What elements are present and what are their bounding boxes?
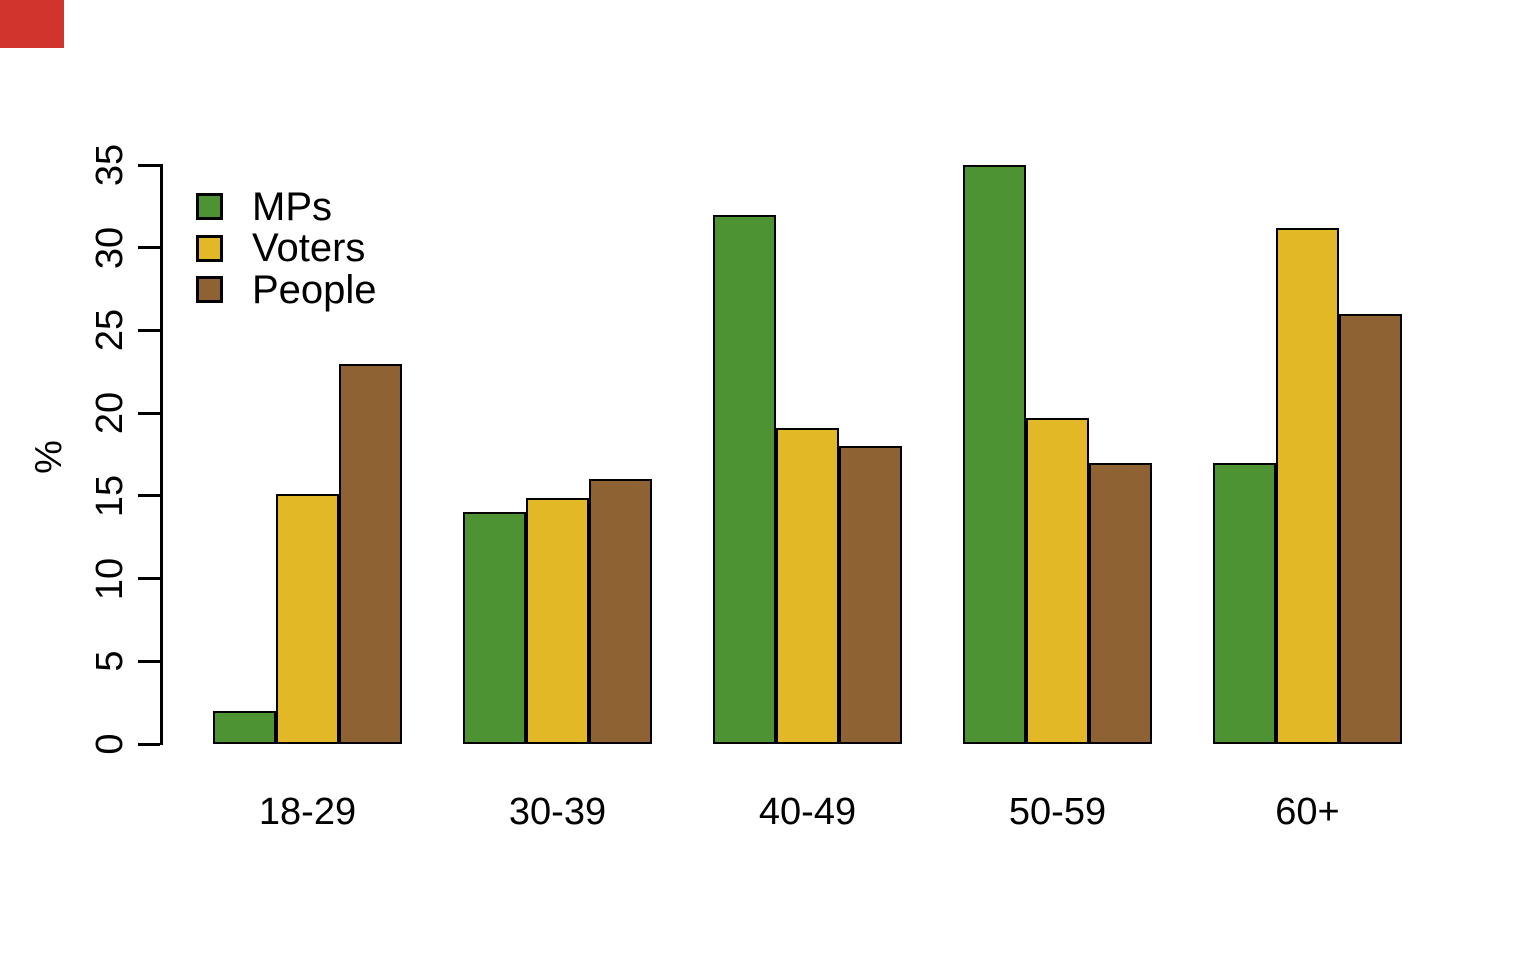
x-tick-label: 40-49 [758, 791, 857, 833]
bar-mps-50-59 [963, 165, 1026, 744]
legend-item-mps: MPs [196, 187, 332, 227]
legend-label-voters: Voters [252, 226, 366, 270]
y-tick-label: 25 [89, 309, 131, 352]
legend-label-mps: MPs [252, 184, 332, 229]
legend-swatch-voters [196, 234, 223, 262]
bar-people-30-39 [589, 479, 652, 744]
bar-voters-30-39 [526, 497, 589, 744]
bar-people-60+ [1339, 313, 1402, 744]
y-axis-tick [138, 163, 160, 167]
legend-swatch-people [196, 276, 223, 303]
y-tick-label: 30 [89, 226, 131, 269]
legend-label-people: People [252, 267, 377, 312]
bar-voters-18-29 [276, 494, 339, 744]
legend-item-voters: Voters [196, 228, 365, 268]
y-tick-label: 35 [89, 143, 131, 187]
y-tick-label: 10 [89, 557, 131, 600]
legend-item-people: People [196, 270, 377, 310]
y-tick-label: 15 [89, 474, 131, 517]
bar-people-50-59 [1089, 462, 1152, 744]
y-tick-label: 5 [89, 650, 131, 672]
bar-voters-40-49 [776, 428, 839, 744]
bar-mps-18-29 [213, 710, 276, 744]
bar-mps-60+ [1213, 462, 1276, 744]
y-axis-tick [138, 246, 160, 250]
y-axis-line [160, 164, 163, 745]
bar-voters-60+ [1276, 227, 1339, 744]
legend-swatch-mps [196, 193, 223, 220]
bar-people-40-49 [839, 446, 902, 744]
y-axis-label: % [28, 440, 70, 474]
y-axis-tick [138, 328, 160, 332]
y-tick-label: 20 [89, 392, 131, 435]
red-marker [0, 0, 64, 48]
x-tick-label: 50-59 [1008, 791, 1107, 833]
bar-mps-30-39 [463, 512, 526, 744]
bar-voters-50-59 [1026, 418, 1089, 744]
y-axis-tick [138, 659, 160, 663]
y-tick-label: 0 [89, 733, 131, 755]
y-axis-tick [138, 411, 160, 415]
y-axis-tick [138, 742, 160, 746]
x-tick-label: 18-29 [258, 791, 357, 833]
y-axis-tick [138, 577, 160, 581]
x-tick-label: 30-39 [508, 791, 607, 833]
x-tick-label: 60+ [1275, 791, 1340, 833]
bar-mps-40-49 [713, 214, 776, 744]
y-axis-tick [138, 494, 160, 498]
bar-people-18-29 [339, 363, 402, 744]
